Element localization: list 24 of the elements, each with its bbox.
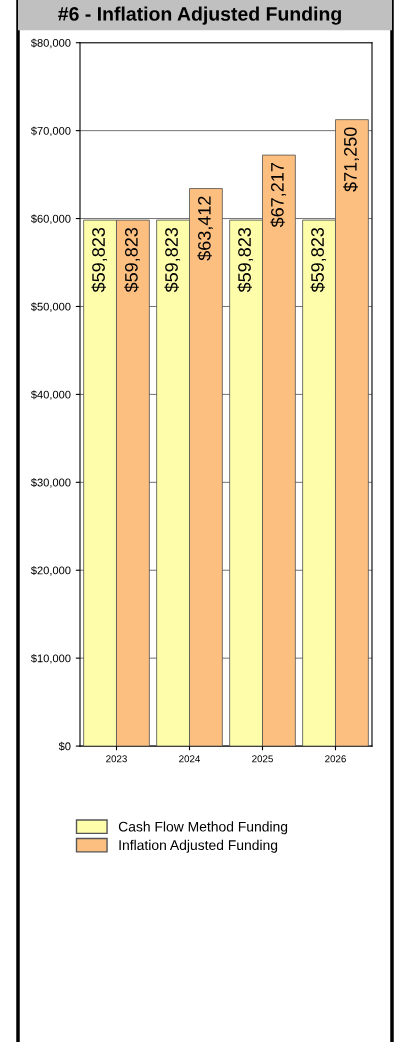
y-tick-label: $60,000 — [30, 214, 71, 225]
y-tick-label: $50,000 — [30, 302, 71, 312]
legend-label: Inflation Adjusted Funding — [119, 839, 278, 853]
y-tick-label: $40,000 — [30, 390, 71, 400]
data-label: $63,412 — [197, 196, 213, 261]
data-label: $71,250 — [343, 127, 359, 192]
data-label: $59,823 — [124, 227, 140, 293]
x-tick-label: 2025 — [252, 755, 273, 763]
data-label: $59,823 — [237, 227, 254, 293]
legend-label: Cash Flow Method Funding — [118, 821, 288, 835]
data-label: $59,823 — [91, 227, 108, 293]
y-tick-label: $0 — [58, 741, 71, 751]
y-tick-label: $30,000 — [30, 478, 71, 488]
y-tick-label: $20,000 — [30, 566, 71, 576]
data-label: $67,217 — [270, 163, 286, 228]
data-label: $59,823 — [310, 227, 327, 293]
y-tick-label: $70,000 — [30, 126, 71, 137]
y-tick-label: $80,000 — [30, 38, 71, 49]
x-tick-label: 2026 — [325, 755, 346, 763]
chart-title: #6 - Inflation Adjusted Funding — [58, 6, 341, 25]
y-tick-label: $10,000 — [30, 653, 71, 664]
data-label: $59,823 — [164, 227, 181, 293]
x-tick-label: 2024 — [179, 755, 201, 763]
x-tick-label: 2023 — [106, 755, 127, 763]
